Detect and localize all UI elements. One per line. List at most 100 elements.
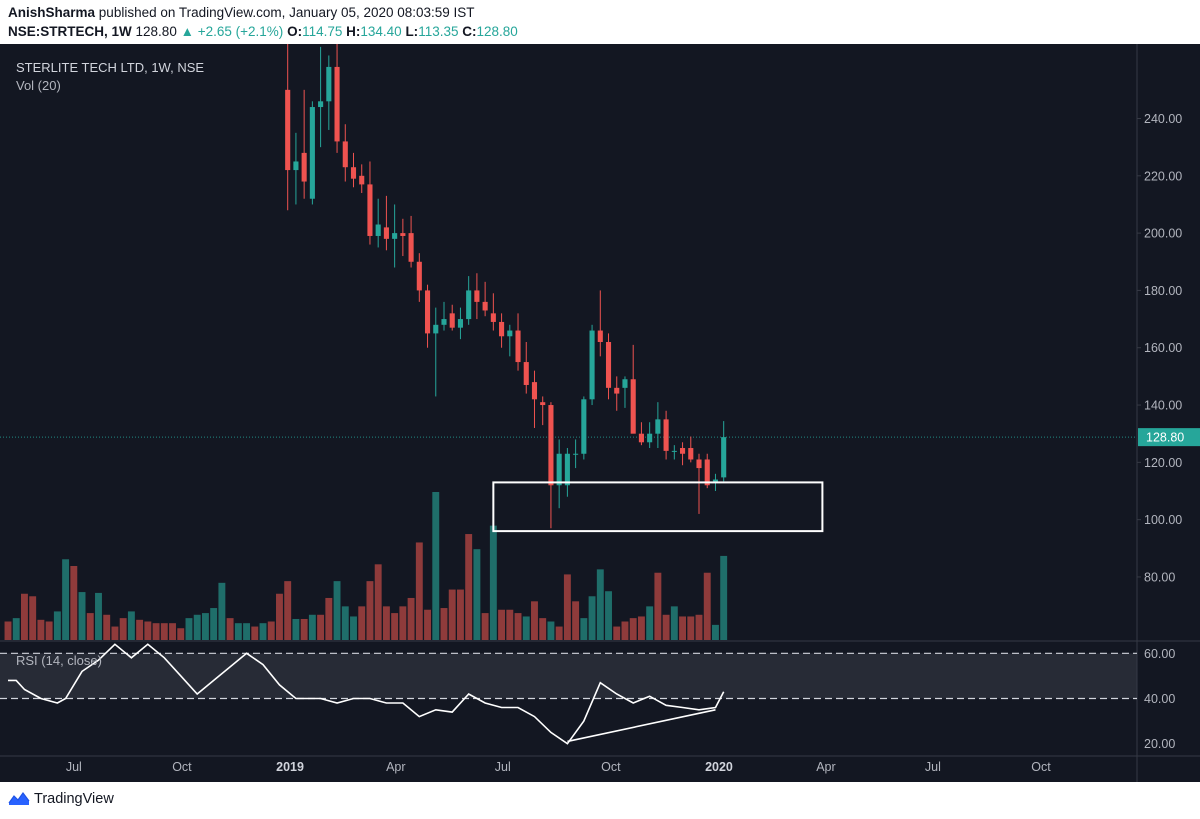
volume-bar xyxy=(251,626,259,640)
candle-body xyxy=(589,330,595,400)
volume-bar xyxy=(637,616,645,640)
time-tick-label: Jul xyxy=(66,760,82,774)
volume-bar xyxy=(539,618,547,640)
candle-body xyxy=(490,313,496,322)
volume-bar xyxy=(325,597,333,640)
candle-body xyxy=(334,66,340,142)
candle-body xyxy=(457,319,463,328)
price-tick-label: 180.00 xyxy=(1144,284,1182,298)
candle-body xyxy=(696,459,702,469)
time-tick-label: Jul xyxy=(925,760,941,774)
volume-bar xyxy=(284,581,292,640)
volume-bar xyxy=(78,592,86,640)
volume-bar xyxy=(596,569,604,640)
volume-bar xyxy=(4,621,12,640)
volume-bar xyxy=(292,618,300,640)
volume-bar xyxy=(169,623,176,640)
volume-bar xyxy=(629,618,637,640)
volume-bar xyxy=(267,621,275,640)
candle-body xyxy=(647,433,653,443)
volume-bar xyxy=(276,593,283,640)
up-arrow-icon: ▲ xyxy=(180,24,194,39)
volume-bar xyxy=(531,601,538,640)
volume-bar xyxy=(448,589,456,640)
volume-bar xyxy=(432,492,440,640)
time-tick-label: Oct xyxy=(601,760,621,774)
volume-bar xyxy=(498,609,506,640)
volume-bar xyxy=(572,601,580,640)
volume-bar xyxy=(127,611,135,640)
volume-bar xyxy=(95,592,102,640)
volume-bar xyxy=(350,616,357,640)
tradingview-brand[interactable]: TradingView xyxy=(8,791,114,807)
rsi-trendline xyxy=(567,709,716,743)
price-change: +2.65 (+2.1%) xyxy=(197,24,284,39)
volume-bar xyxy=(440,608,448,640)
candle-body xyxy=(712,479,719,483)
volume-bar xyxy=(103,614,111,640)
volume-bar xyxy=(588,596,596,640)
volume-bar xyxy=(53,611,61,640)
volume-bar xyxy=(670,606,678,640)
volume-bar xyxy=(391,613,399,640)
volume-bar xyxy=(555,626,563,640)
candle-body xyxy=(721,437,727,478)
candle-body xyxy=(375,224,381,236)
chart-canvas[interactable]: 80.00 100.00 120.00 140.00 160.00 180.00 200.0… xyxy=(0,44,1200,782)
volume-bar xyxy=(177,628,185,640)
volume-bar xyxy=(712,624,719,640)
candle-body xyxy=(474,290,480,302)
volume-bar xyxy=(424,609,431,640)
candle-body xyxy=(326,66,332,102)
close-label: C: xyxy=(462,24,477,39)
volume-bar xyxy=(333,581,341,640)
volume-bar xyxy=(613,626,621,640)
candle-body xyxy=(523,362,529,385)
price-tick-label: 140.00 xyxy=(1144,399,1182,413)
volume-bar xyxy=(259,623,267,640)
volume-bar xyxy=(399,606,407,640)
candle-body xyxy=(416,261,422,291)
volume-bar xyxy=(341,606,349,640)
candle-body xyxy=(367,184,373,236)
close-value: 128.80 xyxy=(476,24,518,39)
tradingview-logo-icon xyxy=(8,791,30,805)
volume-bar xyxy=(300,618,308,640)
volume-bar xyxy=(456,589,464,640)
candle-body xyxy=(597,330,603,342)
rsi-tick-label: 20.00 xyxy=(1144,737,1175,751)
volume-bar xyxy=(201,613,209,640)
candle-body xyxy=(540,402,546,406)
candle-body xyxy=(614,387,620,394)
publish-info: AnishSharma published on TradingView.com… xyxy=(8,5,475,20)
author-name[interactable]: AnishSharma xyxy=(8,5,96,20)
candle-body xyxy=(671,450,677,452)
candle-body xyxy=(663,419,669,451)
volume-bar xyxy=(45,621,53,640)
chart-panel[interactable]: 80.00 100.00 120.00 140.00 160.00 180.00 200.0… xyxy=(0,44,1200,782)
volume-bar xyxy=(563,574,571,640)
volume-bar xyxy=(687,616,695,640)
low-value: 113.35 xyxy=(418,24,459,39)
candle-body xyxy=(466,290,472,320)
candle-body xyxy=(581,399,587,454)
footer: TradingView xyxy=(0,782,1200,819)
candle-body xyxy=(482,301,488,311)
volume-bar xyxy=(605,591,612,640)
candle-body xyxy=(383,227,389,239)
volume-bar xyxy=(489,525,497,640)
low-label: L: xyxy=(405,24,419,39)
candle-body xyxy=(531,382,538,400)
price-tick-label: 220.00 xyxy=(1144,169,1182,183)
open-value: 114.75 xyxy=(302,24,343,39)
candle-body xyxy=(688,448,694,460)
volume-bar xyxy=(234,623,242,640)
candle-body xyxy=(515,330,521,363)
volume-bar xyxy=(62,559,70,640)
volume-bar xyxy=(522,616,530,640)
candle-body xyxy=(564,453,570,486)
volume-bar xyxy=(136,619,144,640)
time-tick-label: Oct xyxy=(172,760,192,774)
volume-bar xyxy=(12,618,20,640)
volume-bar xyxy=(465,534,473,640)
